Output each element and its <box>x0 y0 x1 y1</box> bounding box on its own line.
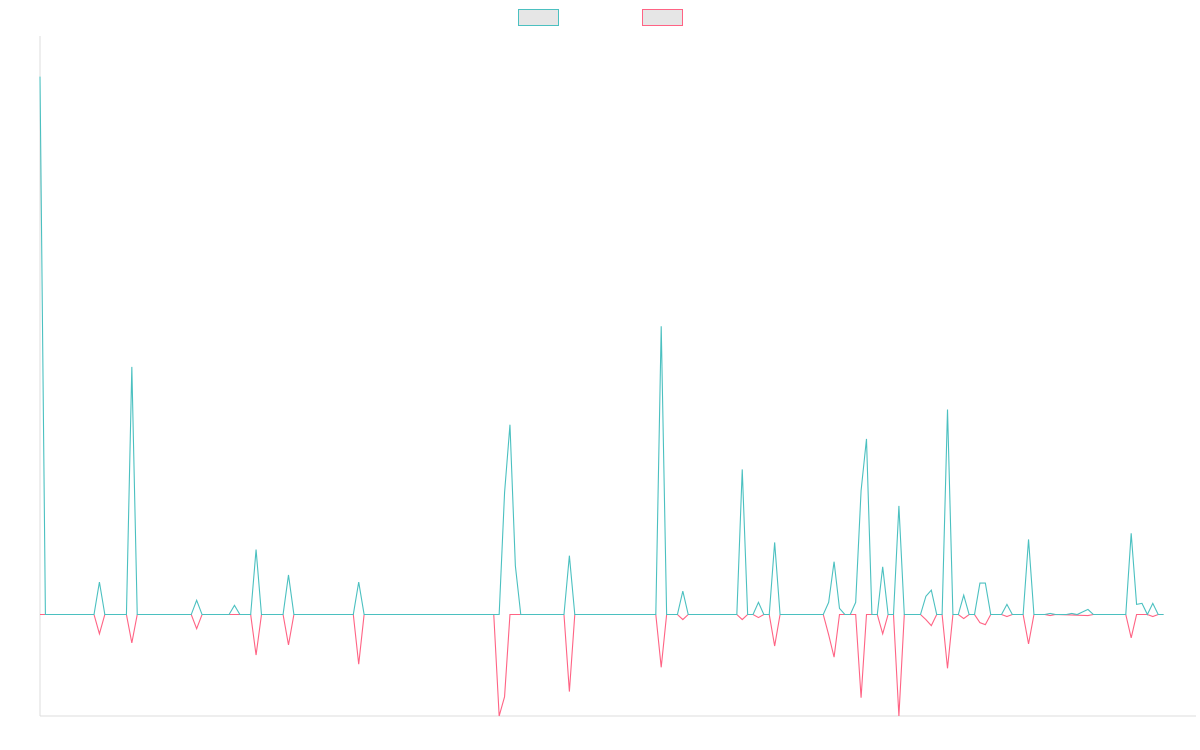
series-line-2 <box>40 613 1164 717</box>
legend <box>518 9 683 26</box>
series-layer <box>39 76 1164 717</box>
legend-swatch-2[interactable] <box>642 9 683 26</box>
series-line-1 <box>39 76 1164 616</box>
legend-swatch-1[interactable] <box>518 9 559 26</box>
axes <box>39 36 1196 717</box>
